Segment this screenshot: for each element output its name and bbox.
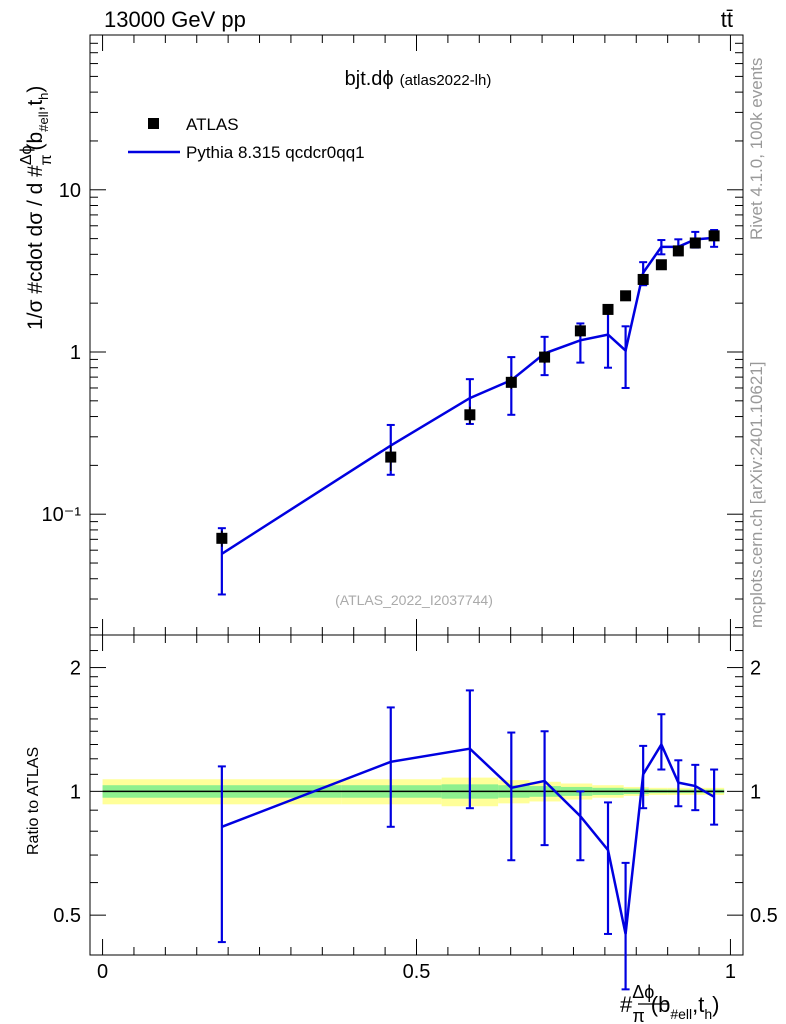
data-point [464,409,476,421]
data-point [602,303,614,315]
main-ylabel-vars: (b [24,132,47,151]
main-y-tick-label: 10⁻¹ [42,504,82,526]
data-point [385,451,397,463]
main-ylabel-sub2: h [36,93,51,100]
main-ylabel: 1/σ #cdot dσ / d #Δϕ π (b#ell,th) [18,86,55,330]
svg-text:1/σ #cdot dσ / d #Δϕπ(b#ell,th: 1/σ #cdot dσ / d #Δϕ π (b#ell,th) [18,86,55,330]
x-tick-labels: 0 0.5 1 [97,961,736,983]
data-point [539,351,551,363]
axis-ticks [90,34,743,956]
legend-mc-label: Pythia 8.315 qcdcr0qq1 [186,143,365,162]
plot-title-tag: (atlas2022-lh) [400,72,492,89]
ratio-ylabel: Ratio to ATLAS [25,747,42,855]
process-label: tt̄ [721,7,733,32]
data-point [505,376,517,388]
main-ylabel-frac-den: π [38,154,55,165]
rivet-version-label: Rivet 4.1.0, 100k events [747,58,766,240]
svg-text:#Δϕπ(b#ell,th): #Δϕ π (b#ell,th) [620,982,720,1024]
x-tick-label: 0 [97,961,108,983]
ratio-y-tick-label-right: 0.5 [750,905,778,927]
ratio-y-tick-label-right: 1 [750,781,761,803]
ratio-y-tick-label: 0.5 [53,905,81,927]
legend: ATLAS Pythia 8.315 qcdcr0qq1 [128,115,365,162]
main-data-series [216,230,720,547]
ratio-y-tick-label: 2 [70,658,81,680]
xlabel-sub1: #ell [670,1006,692,1022]
ratio-y-tick-label-right: 2 [750,658,761,680]
ratio-mc-line [221,741,715,935]
data-point [689,237,701,249]
data-point [574,325,586,337]
xlabel-close: ) [712,992,719,1017]
legend-data-label: ATLAS [186,115,239,134]
data-point [216,532,228,544]
xlabel-frac-den: π [632,1006,644,1024]
y-tick-labels: 10 1 10⁻¹ 2 2 1 1 0.5 0.5 [42,180,778,927]
main-y-tick-label: 1 [70,342,81,364]
x-tick-label: 0.5 [403,961,431,983]
data-point [620,290,632,302]
x-axis-label: #Δϕ π (b#ell,th) [620,982,720,1024]
xlabel-hash: # [620,992,633,1017]
main-ylabel-frac: Δϕ [18,145,35,165]
plot-title: bjt.dϕ (atlas2022-lh) [345,68,492,90]
xlabel-comma: ,t [692,992,704,1017]
xlabel-sub2: h [704,1006,712,1022]
analysis-id: (ATLAS_2022_I2037744) [335,592,493,608]
mcplots-label: mcplots.cern.ch [arXiv:2401.10621] [747,362,766,628]
main-ylabel-close: ) [24,86,47,93]
data-point [672,245,684,257]
ratio-mc-series [217,689,719,991]
main-ylabel-comma: ,t [24,100,47,112]
data-point [655,259,667,271]
main-y-tick-label: 10 [59,180,81,202]
data-point [637,273,649,285]
xlabel-frac-num: Δϕ [632,982,654,1002]
x-tick-label: 1 [725,961,736,983]
data-point [708,230,720,242]
main-ylabel-sub1: #ell [36,111,51,131]
energy-label: 13000 GeV pp [104,7,246,32]
ratio-y-tick-label: 1 [70,781,81,803]
legend-data-marker [148,118,159,129]
main-ylabel-text: 1/σ #cdot dσ / d # [24,165,47,330]
plot-title-main: bjt.dϕ [345,68,394,90]
